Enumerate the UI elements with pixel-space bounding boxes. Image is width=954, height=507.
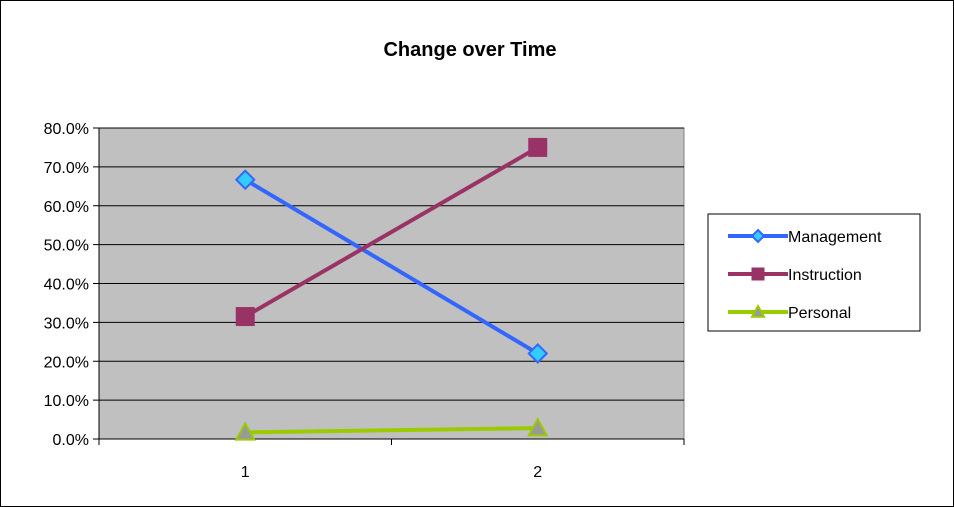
y-tick-label: 10.0% xyxy=(44,393,89,410)
y-tick-label: 50.0% xyxy=(44,238,89,255)
y-tick-label: 70.0% xyxy=(44,160,89,177)
y-tick-label: 30.0% xyxy=(44,315,89,332)
legend-label-instruction: Instruction xyxy=(788,267,862,284)
x-tick-label: 2 xyxy=(533,464,542,481)
legend: Management Instruction Personal xyxy=(707,213,921,332)
chart-title: Change over Time xyxy=(383,39,556,61)
data-point-instruction xyxy=(235,307,255,327)
data-point-instruction xyxy=(528,137,548,157)
series-line-instruction xyxy=(244,145,539,319)
data-point-management xyxy=(234,169,256,191)
legend-label-management: Management xyxy=(788,229,882,246)
series-line-management xyxy=(244,177,539,356)
plot-area: 0.0% 10.0% 20.0% 30.0% 40.0% 50.0% 60.0% 70.0% 8… xyxy=(44,121,685,481)
legend-marker-management xyxy=(750,228,766,244)
series-line-personal xyxy=(245,426,538,435)
legend-label-personal: Personal xyxy=(788,305,851,322)
x-tick-label: 1 xyxy=(241,464,250,481)
y-tick-label: 0.0% xyxy=(53,432,89,449)
legend-marker-personal xyxy=(750,303,766,318)
data-point-personal xyxy=(527,417,549,437)
y-tick-label: 20.0% xyxy=(44,354,89,371)
y-tick-label: 40.0% xyxy=(44,277,89,294)
data-point-personal xyxy=(234,421,256,441)
y-tick-label: 80.0% xyxy=(44,121,89,138)
y-tick-label: 60.0% xyxy=(44,199,89,216)
legend-marker-instruction xyxy=(751,267,765,281)
data-point-management xyxy=(527,343,549,364)
